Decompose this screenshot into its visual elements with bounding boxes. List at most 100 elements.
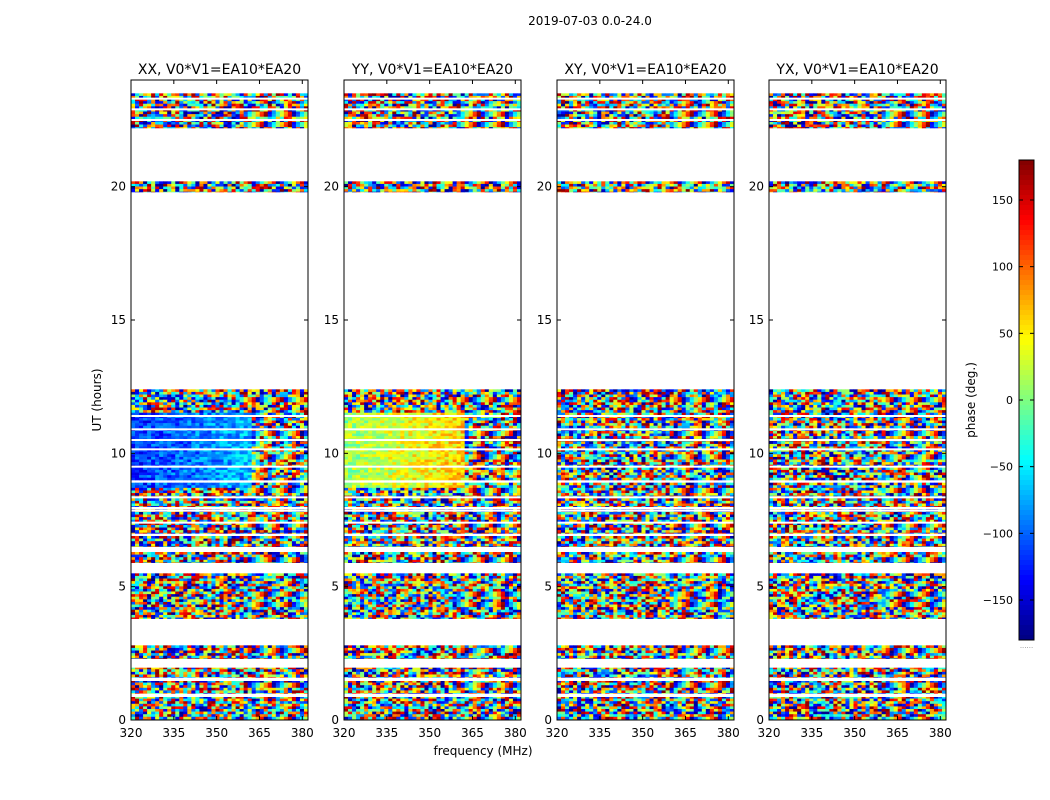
heatmap-cell xyxy=(147,562,152,563)
heatmap-cell xyxy=(291,389,297,393)
heatmap-cell xyxy=(147,451,152,455)
heatmap-cell xyxy=(219,410,224,414)
heatmap-cell xyxy=(207,541,212,545)
heatmap-cell xyxy=(275,671,281,675)
heatmap-cell xyxy=(135,477,140,481)
heatmap-cell xyxy=(203,680,208,683)
heatmap-cell xyxy=(155,391,160,395)
heatmap-cell xyxy=(171,671,176,675)
heatmap-cell xyxy=(179,604,184,608)
heatmap-cell xyxy=(163,462,168,466)
heatmap-cell xyxy=(287,716,293,720)
heatmap-cell xyxy=(147,658,152,659)
heatmap-cell xyxy=(175,714,180,718)
heatmap-cell xyxy=(183,397,188,401)
heatmap-cell xyxy=(215,680,220,683)
heatmap-cell xyxy=(167,391,172,395)
heatmap-cell xyxy=(135,666,140,670)
heatmap-cell xyxy=(299,517,305,521)
heatmap-cell xyxy=(199,500,204,504)
heatmap-cell xyxy=(231,594,236,598)
heatmap-cell xyxy=(147,552,152,555)
heatmap-cell xyxy=(223,682,228,686)
heatmap-cell xyxy=(299,514,305,518)
heatmap-cell xyxy=(139,680,144,683)
heatmap-cell xyxy=(283,397,289,401)
heatmap-cell xyxy=(231,690,236,694)
heatmap-cell xyxy=(195,503,200,507)
heatmap-cell xyxy=(295,423,301,427)
heatmap-cell xyxy=(215,181,220,185)
heatmap-cell xyxy=(303,410,309,414)
heatmap-cell xyxy=(303,581,309,585)
heatmap-cell xyxy=(299,449,305,453)
heatmap-cell xyxy=(291,552,297,555)
heatmap-cell xyxy=(247,647,253,651)
heatmap-cell xyxy=(247,404,253,408)
heatmap-cell xyxy=(195,693,200,694)
heatmap-cell xyxy=(235,680,241,683)
heatmap-cell xyxy=(271,578,277,582)
heatmap-cell xyxy=(283,693,289,694)
heatmap-cell xyxy=(187,674,192,678)
heatmap-cell xyxy=(207,562,212,563)
heatmap-cell xyxy=(255,647,261,651)
heatmap-cell xyxy=(267,685,273,689)
heatmap-cell xyxy=(215,709,220,712)
heatmap-cell xyxy=(247,650,253,654)
heatmap-cell xyxy=(163,685,168,689)
heatmap-cell xyxy=(247,573,253,577)
heatmap-cell xyxy=(207,559,212,563)
heatmap-cell xyxy=(263,703,269,707)
heatmap-cell xyxy=(211,459,216,463)
heatmap-cell xyxy=(187,614,192,618)
heatmap-cell xyxy=(215,696,220,699)
heatmap-cell xyxy=(151,454,156,458)
heatmap-cell xyxy=(171,614,176,618)
heatmap-cell xyxy=(211,543,216,547)
heatmap-cell xyxy=(203,573,208,577)
heatmap-cell xyxy=(283,485,289,489)
heatmap-cell xyxy=(235,532,241,534)
heatmap-cell xyxy=(263,402,269,406)
heatmap-cell xyxy=(219,462,224,466)
heatmap-cell xyxy=(283,653,289,657)
heatmap-cell xyxy=(279,487,285,491)
heatmap-cell xyxy=(299,599,305,603)
heatmap-cell xyxy=(183,658,188,659)
heatmap-cell xyxy=(303,677,309,678)
heatmap-cell xyxy=(223,696,228,699)
heatmap-cell xyxy=(275,680,281,683)
heatmap-cell xyxy=(211,578,216,582)
heatmap-cell xyxy=(211,557,216,561)
heatmap-cell xyxy=(151,669,156,673)
heatmap-cell xyxy=(283,423,289,427)
heatmap-cell xyxy=(171,557,176,561)
heatmap-cell xyxy=(303,389,309,393)
heatmap-cell xyxy=(167,693,172,694)
heatmap-cell xyxy=(203,650,208,654)
heatmap-cell xyxy=(191,446,196,450)
heatmap-cell xyxy=(263,517,269,521)
heatmap-cell xyxy=(135,490,140,494)
heatmap-cell xyxy=(151,475,156,479)
heatmap-cell xyxy=(187,682,192,686)
heatmap-cell xyxy=(263,183,269,187)
heatmap-cell xyxy=(287,655,293,659)
heatmap-cell xyxy=(227,420,232,424)
heatmap-cell xyxy=(207,490,212,494)
heatmap-cell xyxy=(131,687,136,691)
heatmap-cell xyxy=(231,583,236,587)
heatmap-cell xyxy=(287,538,293,542)
heatmap-cell xyxy=(303,417,309,421)
heatmap-cell xyxy=(271,575,277,579)
heatmap-cell xyxy=(219,517,224,521)
heatmap-cell xyxy=(203,511,208,515)
heatmap-cell xyxy=(303,680,309,683)
heatmap-cell xyxy=(175,701,180,705)
heatmap-cell xyxy=(215,503,220,507)
heatmap-cell xyxy=(215,698,220,702)
heatmap-cell xyxy=(291,433,297,437)
heatmap-cell xyxy=(179,459,184,463)
heatmap-cell xyxy=(207,467,212,471)
